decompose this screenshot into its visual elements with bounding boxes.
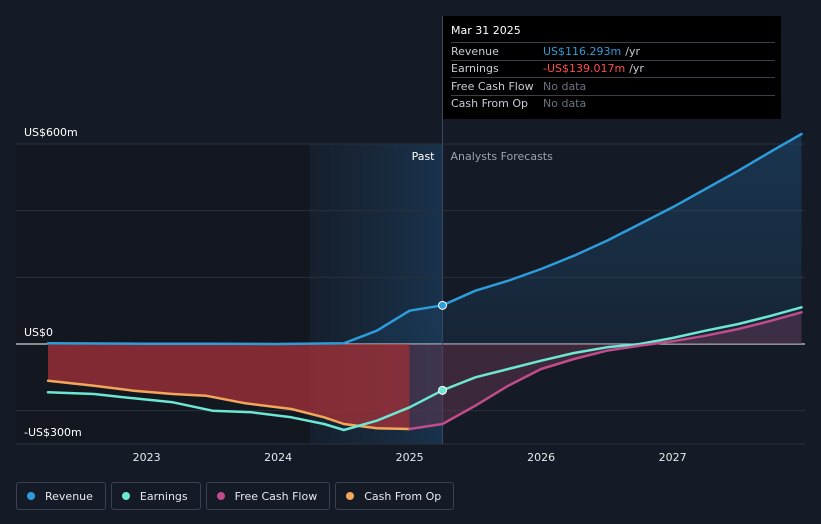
tooltip-row-earnings: Earnings -US$139.017m /yr <box>451 59 775 78</box>
forecast-label: Analysts Forecasts <box>451 150 554 163</box>
tooltip-label: Free Cash Flow <box>451 79 534 93</box>
tooltip-row-revenue: Revenue US$116.293m /yr <box>451 42 775 60</box>
tooltip-value: No data <box>543 79 587 93</box>
revenue-dot-icon <box>27 492 35 500</box>
y-tick-label: US$600m <box>24 126 78 139</box>
revenue-marker <box>438 300 447 310</box>
legend-label: Free Cash Flow <box>234 489 318 503</box>
legend-item-free-cash-flow[interactable]: Free Cash Flow <box>205 482 331 510</box>
y-tick-label: -US$300m <box>24 426 82 439</box>
tooltip-label: Revenue <box>451 44 499 58</box>
legend-item-earnings[interactable]: Earnings <box>110 482 201 510</box>
cash-from-op-line <box>46 379 411 431</box>
tooltip: Mar 31 2025 Revenue US$116.293m /yr Earn… <box>443 16 781 119</box>
x-tick-label: 2027 <box>659 451 687 464</box>
x-tick-label: 2024 <box>264 451 292 464</box>
tooltip-unit: /yr <box>625 44 640 58</box>
revenue-area <box>48 134 802 344</box>
legend-label: Earnings <box>139 489 188 503</box>
tooltip-row-cash-from-op: Cash From Op No data <box>451 94 775 113</box>
tooltip-date: Mar 31 2025 <box>451 24 521 37</box>
legend: Revenue Earnings Free Cash Flow Cash Fro… <box>16 482 455 510</box>
earnings-dot-icon <box>121 492 130 500</box>
tooltip-row-free-cash-flow: Free Cash Flow No data <box>451 77 775 95</box>
legend-label: Revenue <box>45 489 93 503</box>
legend-label: Cash From Op <box>364 489 442 503</box>
tooltip-value: No data <box>543 97 587 111</box>
revenue-line <box>46 132 803 346</box>
past-label: Past <box>412 150 436 163</box>
tooltip-unit: /yr <box>629 62 644 76</box>
earnings-marker <box>438 385 447 395</box>
tooltip-label: Cash From Op <box>451 97 529 111</box>
free-cash-flow-line <box>408 311 803 431</box>
free-cash-flow-dot-icon <box>216 492 225 500</box>
x-tick-label: 2026 <box>527 451 555 464</box>
legend-item-revenue[interactable]: Revenue <box>16 482 106 510</box>
negative-area-past <box>48 344 410 429</box>
x-tick-label: 2025 <box>396 451 424 464</box>
legend-item-cash-from-op[interactable]: Cash From Op <box>335 482 455 510</box>
x-tick-label: 2023 <box>133 451 161 464</box>
negative-area-forecast <box>409 312 802 429</box>
tooltip-label: Earnings <box>451 62 499 76</box>
y-tick-label: US$0 <box>24 326 53 339</box>
tooltip-value: -US$139.017m <box>543 62 626 76</box>
cash-from-op-dot-icon <box>346 492 355 500</box>
tooltip-value: US$116.293m <box>543 44 622 58</box>
